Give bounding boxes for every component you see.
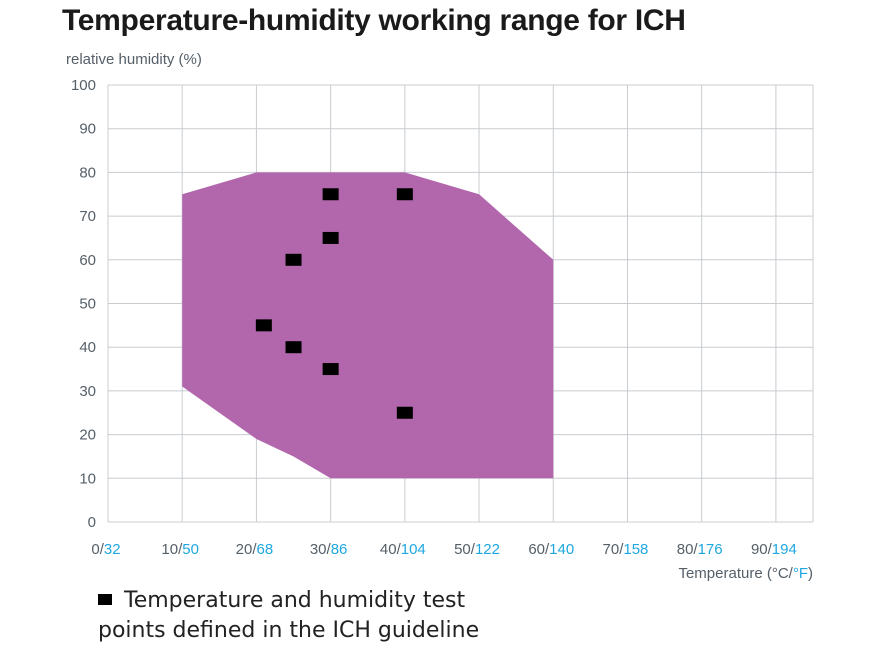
x-tick-fahrenheit: 32	[104, 541, 121, 558]
y-tick-label: 50	[79, 296, 96, 313]
x-tick-celsius: 60/	[528, 541, 550, 558]
legend-line-1: Temperature and humidity test	[98, 586, 568, 616]
x-tick-label: 60/140	[528, 541, 574, 558]
x-tick-celsius: 40/	[380, 541, 402, 558]
x-tick-fahrenheit: 140	[549, 541, 574, 558]
x-tick-label: 80/176	[677, 541, 723, 558]
x-tick-celsius: 20/	[236, 541, 258, 558]
working-range-polygon	[182, 172, 554, 479]
y-tick-label: 40	[79, 339, 96, 356]
legend: Temperature and humidity test points def…	[98, 586, 568, 646]
x-tick-fahrenheit: 86	[331, 541, 348, 558]
y-tick-label: 10	[79, 470, 96, 487]
x-tick-fahrenheit: 50	[182, 541, 199, 558]
x-axis-label-prefix: Temperature (°C/	[678, 565, 793, 582]
y-tick-label: 0	[88, 514, 96, 531]
x-tick-label: 50/122	[454, 541, 500, 558]
y-tick-label: 60	[79, 252, 96, 269]
x-tick-fahrenheit: 176	[698, 541, 723, 558]
x-tick-celsius: 10/	[161, 541, 183, 558]
x-tick-celsius: 90/	[751, 541, 773, 558]
y-tick-label: 80	[79, 164, 96, 181]
x-tick-fahrenheit: 104	[401, 541, 426, 558]
x-axis-label: Temperature (°C/°F)	[678, 565, 813, 582]
x-tick-celsius: 30/	[310, 541, 332, 558]
y-tick-label: 90	[79, 121, 96, 138]
x-tick-fahrenheit: 194	[772, 541, 797, 558]
y-tick-labels: 0 10 20 30 40 50 60 70 80 90 100	[71, 77, 96, 531]
test-point-1	[322, 188, 339, 201]
test-point-5	[255, 319, 272, 332]
x-tick-label: 10/50	[161, 541, 199, 558]
x-tick-label: 30/86	[310, 541, 348, 558]
legend-marker-square	[98, 594, 112, 605]
y-tick-label: 70	[79, 208, 96, 225]
legend-text-2: points defined in the ICH guideline	[98, 618, 480, 643]
y-tick-label: 100	[71, 77, 96, 94]
x-tick-celsius: 0/	[91, 541, 104, 558]
y-tick-label: 20	[79, 427, 96, 444]
x-tick-fahrenheit: 68	[257, 541, 274, 558]
x-tick-celsius: 50/	[454, 541, 476, 558]
x-tick-labels: 0/32 10/50 20/68 30/86 40/104 50/122 60/140 70/…	[91, 541, 796, 558]
x-tick-label: 0/32	[91, 541, 120, 558]
working-range-area	[182, 172, 554, 479]
x-tick-label: 20/68	[236, 541, 274, 558]
x-tick-fahrenheit: 122	[475, 541, 500, 558]
test-point-2	[396, 188, 413, 201]
legend-text-1: Temperature and humidity test	[124, 588, 466, 613]
x-tick-celsius: 80/	[677, 541, 699, 558]
x-tick-label: 90/194	[751, 541, 797, 558]
test-point-3	[322, 231, 339, 244]
x-axis-label-f-unit: °F	[793, 565, 808, 582]
y-tick-label: 30	[79, 383, 96, 400]
test-point-6	[285, 341, 302, 354]
test-point-8	[396, 406, 413, 419]
x-tick-fahrenheit: 158	[623, 541, 648, 558]
test-point-7	[322, 363, 339, 376]
x-axis-label-suffix: )	[808, 565, 813, 582]
y-axis-label: relative humidity (%)	[66, 51, 202, 68]
test-point-4	[285, 253, 302, 266]
x-tick-celsius: 70/	[603, 541, 625, 558]
x-tick-label: 40/104	[380, 541, 426, 558]
test-points	[255, 188, 413, 419]
x-tick-label: 70/158	[603, 541, 649, 558]
chart-title: Temperature-humidity working range for I…	[62, 4, 686, 37]
legend-line-2: points defined in the ICH guideline	[98, 616, 568, 646]
